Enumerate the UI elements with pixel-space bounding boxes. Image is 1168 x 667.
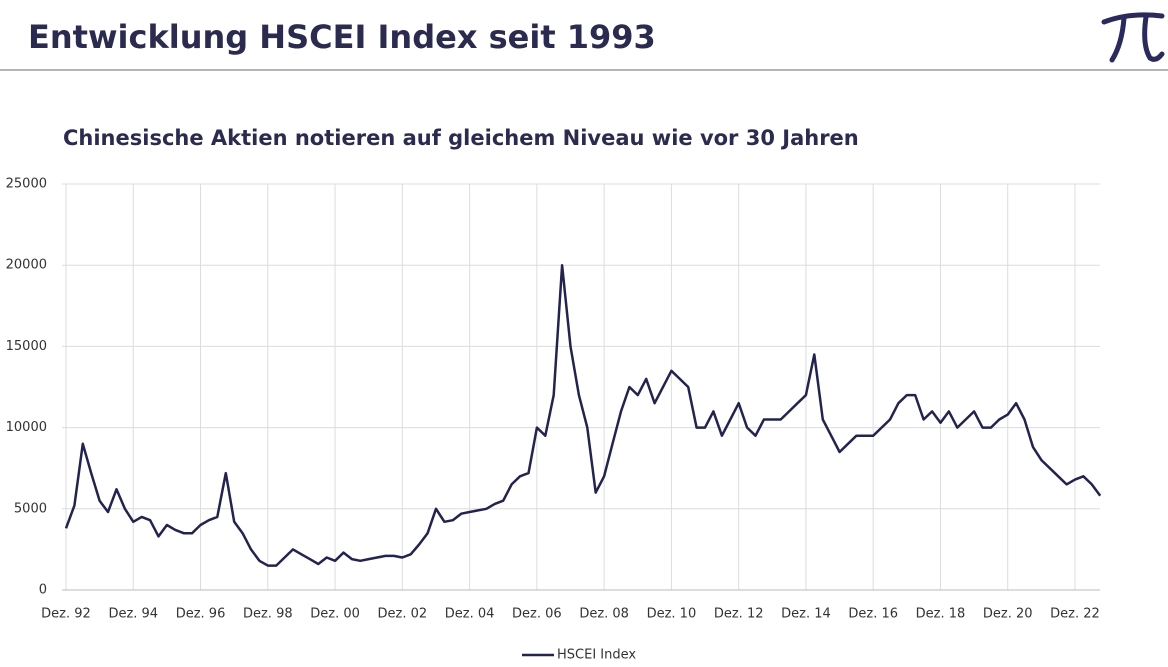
y-tick-label: 10000	[6, 420, 47, 435]
y-tick-label: 20000	[6, 258, 47, 273]
x-tick-label: Dez. 94	[108, 607, 158, 622]
x-tick-label: Dez. 98	[243, 607, 293, 622]
x-tick-label: Dez. 14	[781, 607, 831, 622]
x-tick-label: Dez. 20	[983, 607, 1033, 622]
logo	[1101, 12, 1165, 63]
x-tick-label: Dez. 06	[512, 607, 562, 622]
y-tick-label: 25000	[6, 177, 47, 192]
x-tick-label: Dez. 18	[916, 607, 966, 622]
x-tick-label: Dez. 08	[579, 607, 629, 622]
y-tick-label: 5000	[14, 501, 47, 516]
x-tick-label: Dez. 96	[176, 607, 226, 622]
y-tick-label: 0	[39, 583, 47, 598]
x-tick-label: Dez. 16	[848, 607, 898, 622]
chart-subtitle: Chinesische Aktien notieren auf gleichem…	[63, 126, 859, 150]
x-tick-label: Dez. 92	[41, 607, 91, 622]
x-tick-label: Dez. 10	[647, 607, 697, 622]
x-tick-label: Dez. 00	[310, 607, 360, 622]
y-tick-label: 15000	[6, 339, 47, 354]
chart-title: Entwicklung HSCEI Index seit 1993	[28, 18, 656, 56]
x-tick-label: Dez. 04	[445, 607, 495, 622]
x-tick-label: Dez. 12	[714, 607, 764, 622]
series-line	[64, 263, 1102, 567]
x-tick-label: Dez. 22	[1050, 607, 1100, 622]
x-tick-label: Dez. 02	[378, 607, 428, 622]
legend-label: HSCEI Index	[557, 648, 636, 663]
